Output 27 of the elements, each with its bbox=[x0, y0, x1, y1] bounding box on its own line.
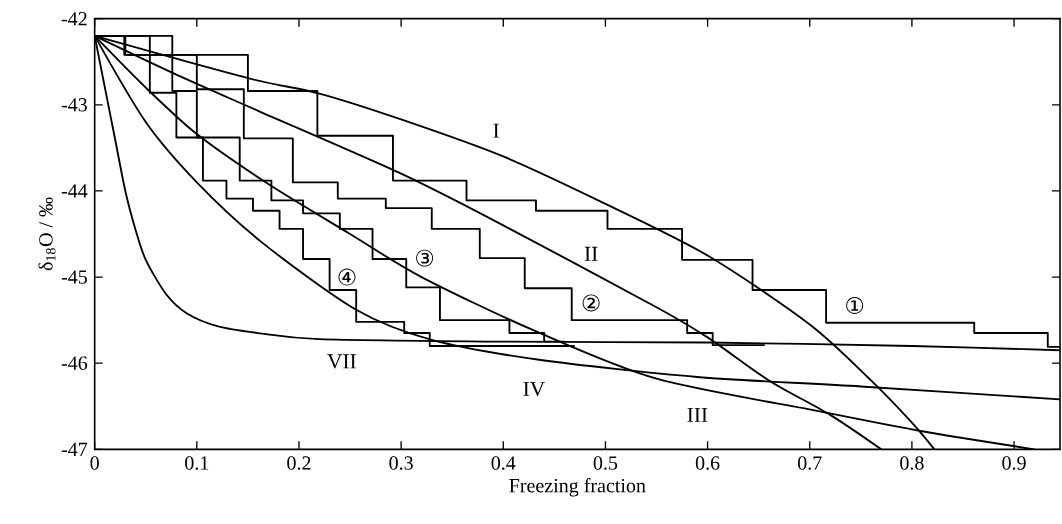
series-label: ④ bbox=[338, 268, 356, 286]
series-label: ① bbox=[846, 297, 864, 314]
y-axis-title: δ$_{18}$O / ‰ bbox=[38, 197, 56, 271]
series-label: III bbox=[687, 407, 708, 422]
y-tick-label: -47 bbox=[61, 442, 88, 456]
x-tick-label: 0.9 bbox=[1002, 456, 1026, 470]
x-tick-label: 0.2 bbox=[287, 456, 311, 470]
x-tick-label: 0.5 bbox=[593, 456, 618, 470]
series-label: IV bbox=[523, 381, 545, 397]
x-tick-label: 0.1 bbox=[185, 456, 209, 470]
series-label: II bbox=[584, 246, 598, 261]
series-label: I bbox=[493, 123, 499, 138]
y-tick-label: -46 bbox=[61, 356, 88, 370]
x-tick-label: 0.4 bbox=[491, 456, 516, 470]
y-tick-label: -43 bbox=[61, 98, 87, 112]
y-tick-label: -44 bbox=[61, 184, 88, 198]
x-tick-label: 0.7 bbox=[798, 456, 822, 470]
x-tick-label: 0.8 bbox=[900, 456, 924, 470]
y-tick-label: -45 bbox=[61, 270, 87, 284]
series-label: VII bbox=[327, 354, 356, 369]
series-label: ③ bbox=[416, 249, 434, 267]
x-tick-label: 0.6 bbox=[695, 456, 720, 470]
x-tick-label: 0 bbox=[90, 456, 99, 470]
y-tick-label: -42 bbox=[61, 12, 87, 26]
x-axis-title: Freezing fraction bbox=[509, 478, 646, 497]
x-tick-label: 0.3 bbox=[389, 456, 413, 470]
series-label: ② bbox=[582, 294, 600, 312]
